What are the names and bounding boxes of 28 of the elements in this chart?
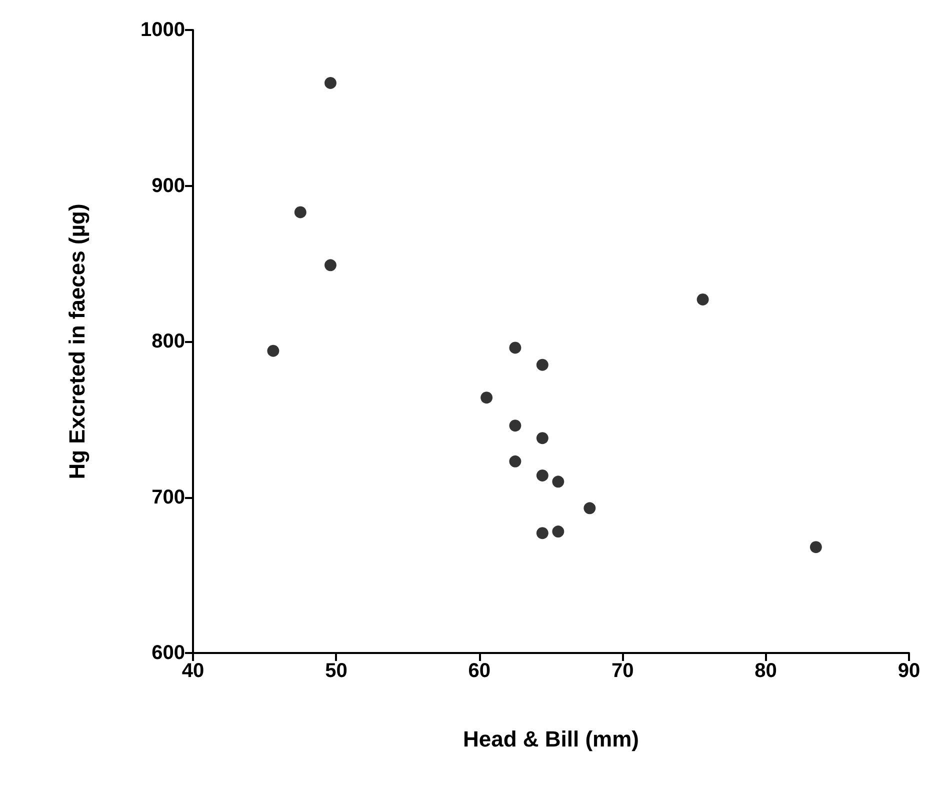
- point: [536, 432, 548, 444]
- x-tick-label: 60: [468, 660, 491, 682]
- x-axis-title: Head & Bill (mm): [462, 726, 640, 752]
- point: [552, 476, 564, 488]
- point: [324, 76, 336, 89]
- x-tick-label: 90: [898, 660, 920, 682]
- point: [267, 344, 280, 357]
- y-tick-label: 800: [152, 330, 185, 352]
- point: [509, 455, 522, 468]
- point: [509, 420, 522, 432]
- point: [480, 392, 493, 404]
- x-tick-label: 80: [754, 660, 777, 682]
- y-tick-label: 900: [152, 174, 185, 197]
- point: [509, 342, 522, 354]
- x-tick-label: 50: [325, 660, 348, 682]
- y-tick-label: 700: [152, 486, 185, 508]
- point: [584, 502, 596, 514]
- point: [552, 526, 564, 538]
- point: [536, 469, 548, 482]
- point: [536, 527, 548, 540]
- point: [324, 259, 336, 272]
- point: [810, 541, 822, 554]
- point: [696, 293, 709, 306]
- y-axis-title: Hg Excreted in faeces (µg): [64, 204, 90, 480]
- y-tick-label: 1000: [140, 19, 185, 41]
- point: [294, 206, 306, 218]
- point: [536, 358, 548, 371]
- x-tick-label: 70: [611, 660, 634, 682]
